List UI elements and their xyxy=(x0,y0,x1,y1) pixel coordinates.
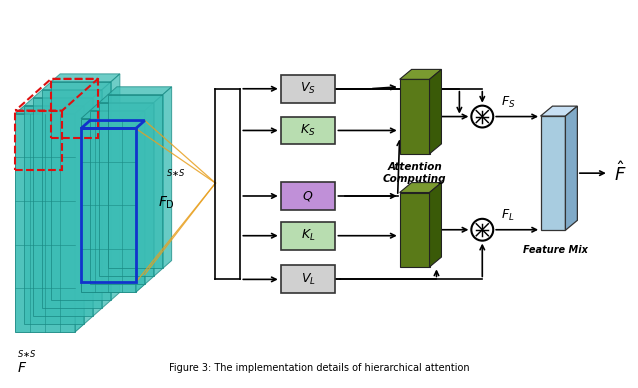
Polygon shape xyxy=(102,82,111,308)
Polygon shape xyxy=(565,106,577,230)
Text: Attention
Computing: Attention Computing xyxy=(383,162,447,184)
Polygon shape xyxy=(99,95,163,103)
Polygon shape xyxy=(108,87,172,95)
Text: $F$: $F$ xyxy=(17,361,27,375)
Polygon shape xyxy=(42,82,111,90)
Polygon shape xyxy=(90,111,145,284)
Polygon shape xyxy=(33,98,93,316)
Polygon shape xyxy=(136,111,145,292)
Polygon shape xyxy=(33,90,102,98)
Polygon shape xyxy=(99,103,154,276)
Text: $K_S$: $K_S$ xyxy=(300,123,316,138)
Text: $V_L$: $V_L$ xyxy=(300,272,316,287)
Bar xyxy=(540,116,565,230)
Text: $V_S$: $V_S$ xyxy=(300,81,316,96)
Polygon shape xyxy=(145,103,154,284)
Bar xyxy=(281,222,336,249)
Polygon shape xyxy=(90,103,154,111)
Polygon shape xyxy=(93,90,102,316)
Text: $F_L$: $F_L$ xyxy=(501,208,515,223)
Polygon shape xyxy=(51,74,120,82)
Text: $F_{\rm D}$: $F_{\rm D}$ xyxy=(158,194,175,211)
Text: $F_S$: $F_S$ xyxy=(501,95,516,110)
Bar xyxy=(281,116,336,144)
Polygon shape xyxy=(24,106,84,324)
Bar xyxy=(281,265,336,293)
Polygon shape xyxy=(51,82,111,300)
Polygon shape xyxy=(399,183,441,192)
Polygon shape xyxy=(42,90,102,308)
Text: $Q$: $Q$ xyxy=(302,189,314,203)
Polygon shape xyxy=(81,119,136,292)
Text: Figure 3: The implementation details of hierarchical attention: Figure 3: The implementation details of … xyxy=(168,363,470,373)
Polygon shape xyxy=(81,111,145,119)
Polygon shape xyxy=(399,69,441,79)
Text: $K_L$: $K_L$ xyxy=(300,228,315,243)
Polygon shape xyxy=(163,87,172,268)
Polygon shape xyxy=(111,74,120,300)
Text: Feature Mix: Feature Mix xyxy=(523,245,588,255)
Text: $S\!\ast\!S$: $S\!\ast\!S$ xyxy=(166,167,186,178)
Text: $S\!\ast\!S$: $S\!\ast\!S$ xyxy=(17,348,37,359)
Polygon shape xyxy=(84,98,93,324)
Bar xyxy=(281,182,336,210)
Polygon shape xyxy=(15,106,84,114)
Text: $\hat{F}$: $\hat{F}$ xyxy=(614,161,627,185)
Polygon shape xyxy=(24,98,93,106)
Bar xyxy=(399,192,429,267)
Bar xyxy=(281,75,336,103)
Polygon shape xyxy=(540,106,577,116)
Polygon shape xyxy=(429,69,441,154)
Polygon shape xyxy=(154,95,163,276)
Bar xyxy=(399,79,429,154)
Polygon shape xyxy=(75,106,84,332)
Polygon shape xyxy=(15,114,75,332)
Polygon shape xyxy=(429,183,441,267)
Polygon shape xyxy=(108,95,163,268)
